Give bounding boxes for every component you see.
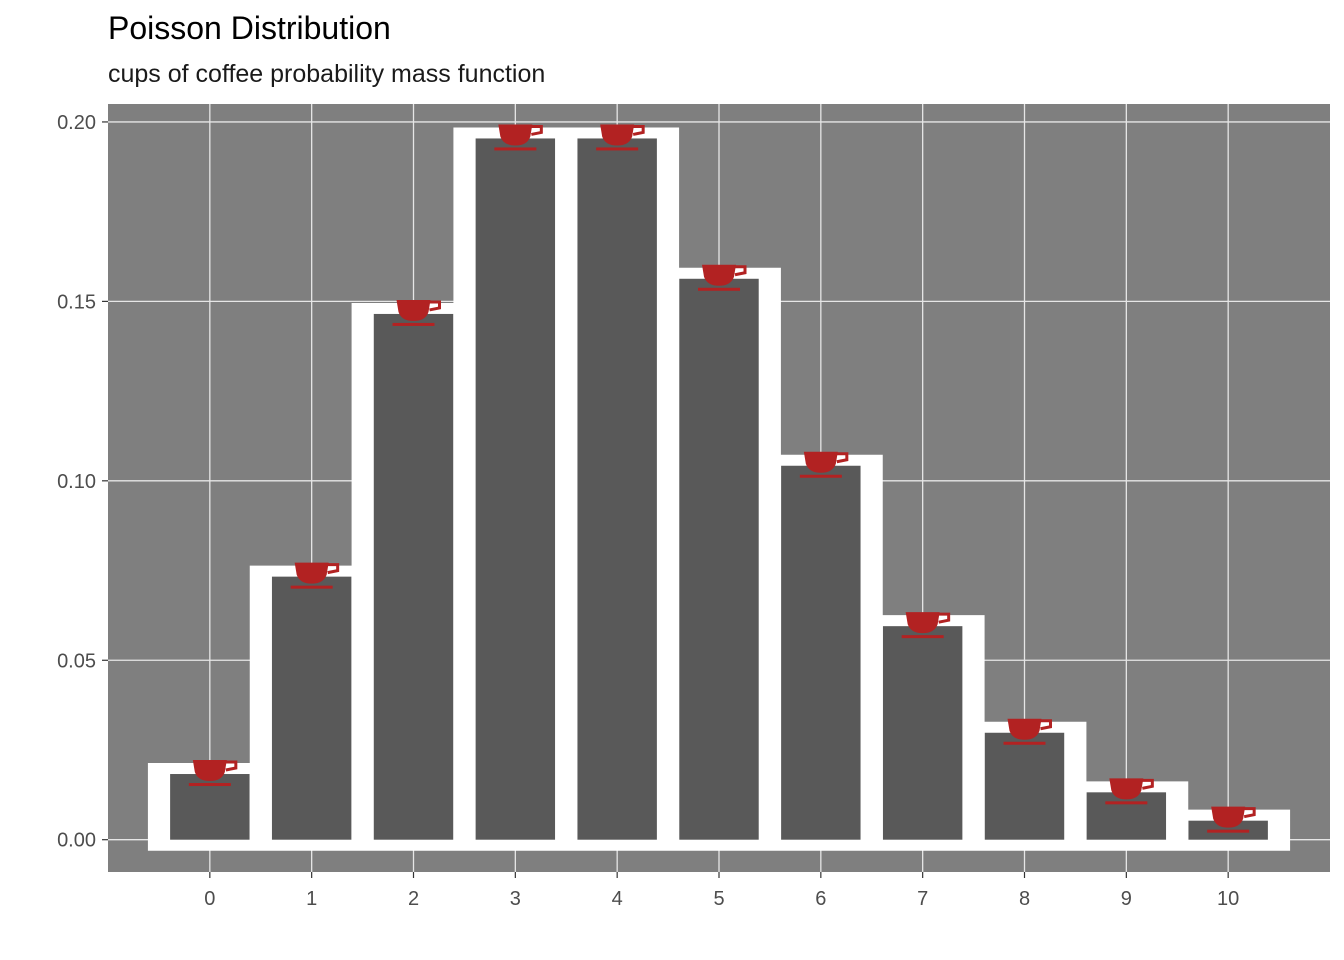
cup-saucer (596, 147, 639, 151)
cup-saucer (188, 783, 231, 787)
chart-title: Poisson Distribution (108, 10, 391, 46)
coffee-cup-icon (188, 760, 238, 787)
cup-handle (531, 124, 543, 136)
coffee-cup-icon (596, 124, 645, 151)
cup-handle (1243, 807, 1256, 819)
x-tick-label: 2 (408, 888, 419, 910)
x-tick-label: 4 (612, 888, 623, 910)
coffee-cup-icon (1207, 806, 1256, 833)
bar (271, 576, 352, 840)
bar (373, 313, 454, 840)
cup-body (702, 264, 736, 286)
cup-handle (429, 300, 441, 312)
bar (475, 138, 556, 840)
cup-body (1007, 718, 1042, 740)
x-tick-label: 7 (917, 888, 928, 910)
bar (882, 626, 963, 840)
chart-subtitle: cups of coffee probability mass function (108, 60, 546, 88)
cup-handle (632, 124, 645, 136)
cup-saucer (799, 474, 842, 478)
coffee-cup-icon (392, 299, 441, 326)
cup-body (1211, 806, 1246, 828)
y-tick-label: 0.05 (57, 650, 96, 672)
cup-body (803, 451, 838, 473)
bar (984, 732, 1065, 840)
cup-handle (938, 612, 951, 624)
cup-handle (836, 452, 849, 464)
coffee-cup-icon (290, 562, 340, 589)
coffee-cup-icon (1105, 778, 1154, 805)
cup-handle (327, 563, 340, 575)
y-tick-label: 0.20 (57, 112, 96, 134)
y-tick-label: 0.15 (57, 291, 96, 313)
cup-body (498, 124, 533, 146)
cup-handle (225, 760, 238, 772)
cup-body (396, 299, 431, 321)
cup-saucer (290, 585, 333, 589)
cup-saucer (1105, 801, 1148, 805)
x-tick-label: 0 (204, 888, 215, 910)
coffee-cup-icon (799, 451, 849, 478)
cup-handle (734, 265, 747, 277)
coffee-cup-icon (901, 612, 951, 639)
cup-body (294, 562, 329, 584)
cup-saucer (1003, 741, 1046, 745)
cup-body (600, 124, 635, 146)
bar (679, 278, 759, 840)
coffee-cup-icon (698, 264, 747, 291)
x-tick-label: 6 (815, 888, 826, 910)
coffee-cup-icon (1003, 718, 1052, 745)
x-tick-label: 10 (1217, 888, 1239, 910)
x-tick-label: 5 (713, 888, 724, 910)
cup-saucer (901, 635, 944, 639)
y-tick-label: 0.00 (57, 830, 96, 852)
bar (1086, 792, 1167, 840)
cup-handle (1040, 719, 1052, 731)
x-tick-label: 9 (1121, 888, 1132, 910)
coffee-cup-icon (494, 124, 543, 151)
y-tick-label: 0.10 (57, 471, 96, 493)
bar (781, 465, 861, 840)
cup-body (1109, 778, 1144, 800)
bar (577, 138, 657, 840)
cup-saucer (698, 287, 740, 291)
cup-handle (1142, 778, 1154, 790)
x-tick-label: 1 (306, 888, 317, 910)
cup-saucer (494, 147, 537, 151)
cup-body (905, 612, 940, 634)
x-tick-label: 3 (510, 888, 521, 910)
x-tick-label: 8 (1019, 888, 1030, 910)
cup-saucer (1207, 829, 1250, 833)
cup-saucer (392, 322, 435, 326)
cup-body (192, 760, 227, 782)
